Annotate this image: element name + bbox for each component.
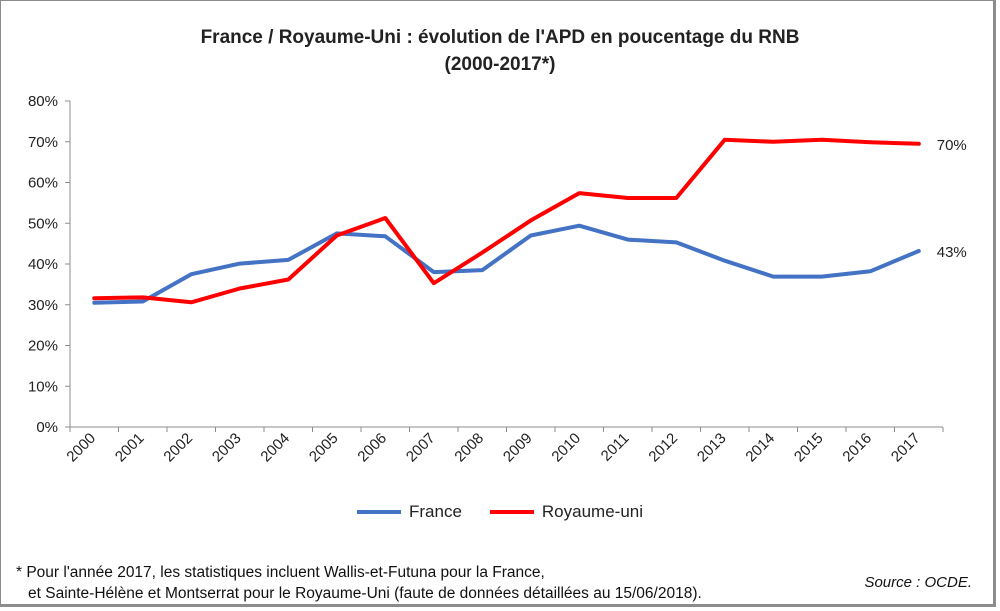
x-tick-label: 2017: [888, 430, 924, 466]
legend-label-france: France: [408, 502, 462, 521]
legend-label-royaume-uni: Royaume-uni: [541, 502, 644, 521]
series-line-royaume-uni: [92, 137, 921, 305]
end-labels: 43% 70%: [937, 137, 967, 261]
x-tick-label: 2004: [257, 430, 293, 466]
x-tick-label: 2007: [403, 430, 439, 466]
series-lines: [92, 137, 921, 305]
y-tick-label: 30%: [28, 297, 58, 314]
end-label-france: 43%: [937, 244, 967, 261]
x-tick-label: 2015: [791, 430, 827, 466]
x-tick-label: 2005: [306, 430, 342, 466]
x-tick-label: 2014: [742, 430, 778, 466]
x-tick-label: 2006: [354, 430, 390, 466]
x-tick-label: 2013: [694, 430, 730, 466]
footnote: * Pour l'année 2017, les statistiques in…: [16, 562, 702, 604]
chart-title: France / Royaume-Uni : évolution de l'AP…: [200, 27, 800, 48]
x-tick-label: 2000: [63, 430, 99, 466]
legend-swatch-france: [356, 510, 401, 514]
legend-swatch-royaume-uni: [489, 510, 534, 514]
y-tick-label: 70%: [28, 134, 58, 151]
legend: France Royaume-uni: [0, 502, 1000, 522]
x-tick-label: 2008: [451, 430, 487, 466]
y-tick-label: 80%: [28, 93, 58, 110]
x-tick-label: 2011: [598, 430, 633, 465]
chart-subtitle: (2000-2017*): [444, 54, 556, 75]
x-tick-label: 2003: [209, 430, 245, 466]
chart-title-block: France / Royaume-Uni : évolution de l'AP…: [0, 24, 1000, 78]
legend-item-royaume-uni: Royaume-uni: [489, 502, 644, 522]
y-tick-label: 10%: [28, 378, 58, 395]
y-axis: 0% 10% 20% 30% 40% 50% 60% 70% 80%: [28, 93, 71, 436]
end-label-royaume-uni: 70%: [937, 137, 967, 154]
x-tick-label: 2016: [839, 430, 875, 466]
x-tick-label: 2001: [112, 430, 148, 466]
series-line-france: [92, 223, 921, 305]
y-tick-label: 60%: [28, 175, 58, 192]
x-axis: 2000 2001 2002 2003 2004 2005 2006 2007 2008 2009…: [63, 426, 944, 466]
x-tick-label: 2012: [645, 430, 681, 466]
x-tick-label: 2010: [548, 430, 584, 466]
y-tick-label: 50%: [28, 215, 58, 232]
x-tick-label: 2002: [160, 430, 196, 466]
y-tick-label: 20%: [28, 338, 58, 355]
footnote-line-1: * Pour l'année 2017, les statistiques in…: [16, 564, 545, 581]
legend-item-france: France: [356, 502, 462, 522]
x-tick-label: 2009: [500, 430, 536, 466]
y-tick-label: 40%: [28, 256, 58, 273]
footnote-line-2: et Sainte-Hélène et Montserrat pour le R…: [28, 585, 702, 602]
source-note: Source : OCDE.: [864, 574, 972, 591]
y-tick-label: 0%: [36, 419, 58, 436]
